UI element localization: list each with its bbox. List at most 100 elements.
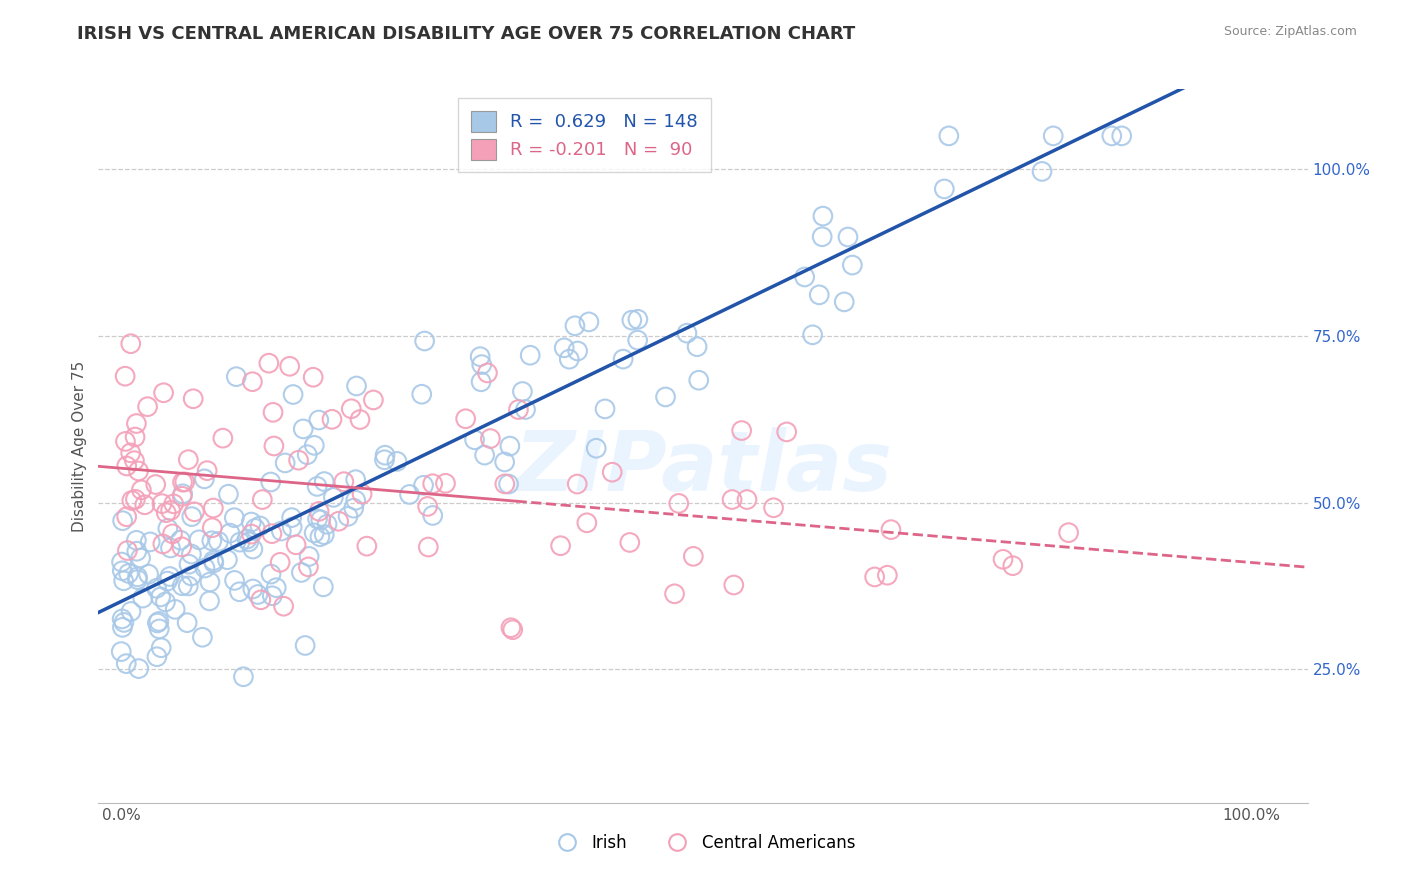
Point — [138, 567, 160, 582]
Text: Source: ZipAtlas.com: Source: ZipAtlas.com — [1223, 25, 1357, 38]
Point — [110, 555, 132, 569]
Point — [735, 492, 758, 507]
Point — [762, 500, 785, 515]
Point — [155, 595, 177, 609]
Point — [117, 566, 139, 581]
Point — [274, 456, 297, 470]
Point — [654, 390, 676, 404]
Point — [686, 340, 709, 354]
Point — [1031, 164, 1053, 178]
Point — [585, 442, 607, 456]
Point — [224, 574, 246, 588]
Point — [117, 543, 139, 558]
Point — [246, 587, 269, 601]
Point — [228, 584, 250, 599]
Point — [278, 359, 301, 374]
Point — [198, 575, 221, 590]
Point — [217, 487, 239, 501]
Point — [172, 487, 194, 501]
Point — [793, 269, 815, 284]
Point — [180, 547, 202, 561]
Point — [515, 402, 537, 417]
Point — [876, 568, 898, 582]
Point — [418, 540, 440, 554]
Point — [148, 622, 170, 636]
Point — [880, 523, 903, 537]
Point — [242, 375, 264, 389]
Point — [612, 352, 634, 367]
Point — [162, 527, 184, 541]
Point — [398, 487, 420, 501]
Point — [808, 288, 831, 302]
Point — [934, 182, 956, 196]
Point — [1001, 558, 1024, 573]
Point — [1057, 525, 1080, 540]
Point — [664, 587, 686, 601]
Point — [322, 491, 344, 505]
Point — [177, 452, 200, 467]
Point — [499, 621, 522, 635]
Point — [863, 570, 886, 584]
Point — [111, 620, 134, 634]
Point — [125, 544, 148, 558]
Point — [201, 521, 224, 535]
Point — [619, 535, 641, 549]
Point — [328, 514, 350, 528]
Point — [470, 375, 492, 389]
Point — [567, 344, 589, 359]
Point — [156, 521, 179, 535]
Point — [172, 579, 194, 593]
Point — [304, 438, 326, 452]
Point — [811, 209, 834, 223]
Point — [188, 533, 211, 547]
Point — [112, 615, 135, 630]
Point — [146, 649, 169, 664]
Point — [337, 509, 360, 524]
Point — [146, 615, 169, 630]
Point — [374, 448, 396, 462]
Point — [512, 384, 534, 399]
Point — [312, 580, 335, 594]
Point — [356, 539, 378, 553]
Point — [281, 520, 304, 534]
Point — [290, 566, 312, 580]
Point — [155, 506, 177, 520]
Point — [273, 599, 295, 614]
Point — [346, 379, 368, 393]
Point — [217, 552, 239, 566]
Point — [159, 541, 181, 555]
Point — [321, 412, 343, 426]
Point — [245, 521, 267, 535]
Point — [145, 582, 167, 596]
Point — [149, 590, 172, 604]
Point — [307, 479, 329, 493]
Point — [575, 516, 598, 530]
Point — [159, 503, 181, 517]
Point — [416, 500, 439, 514]
Point — [343, 501, 366, 516]
Point — [340, 401, 363, 416]
Point — [124, 453, 146, 467]
Point — [111, 514, 134, 528]
Point — [115, 657, 138, 671]
Point — [314, 527, 336, 541]
Point — [494, 455, 516, 469]
Point — [508, 402, 530, 417]
Point — [297, 560, 319, 574]
Point — [297, 448, 319, 462]
Point — [262, 589, 284, 603]
Point — [285, 538, 308, 552]
Point — [150, 497, 173, 511]
Point — [344, 473, 367, 487]
Point — [600, 465, 623, 479]
Point — [627, 312, 650, 326]
Point — [124, 430, 146, 444]
Point — [125, 533, 148, 548]
Point — [1101, 128, 1123, 143]
Point — [120, 336, 142, 351]
Point — [219, 526, 242, 541]
Point — [129, 551, 152, 566]
Point — [292, 422, 315, 436]
Point — [169, 533, 191, 548]
Point — [302, 525, 325, 540]
